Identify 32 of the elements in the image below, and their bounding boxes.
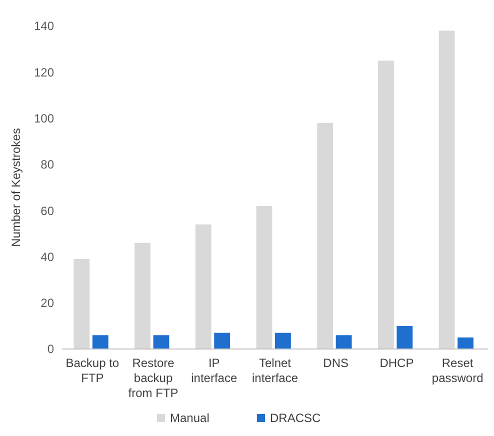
x-tick-label: IP interface (191, 356, 238, 385)
x-tick-label: Telnet interface (252, 356, 298, 385)
legend-label: DRACSC (270, 411, 322, 425)
bar (134, 242, 150, 349)
y-tick-label: 140 (34, 19, 54, 34)
bar (153, 335, 170, 349)
bar (396, 326, 413, 349)
bar (74, 259, 90, 349)
bar (214, 332, 230, 349)
y-axis-title: Number of Keystrokes (9, 128, 23, 247)
y-tick-label: 20 (40, 296, 54, 310)
bar (317, 122, 334, 349)
y-tick-label: 120 (34, 65, 54, 80)
x-tick-label: Restore backup from FTP (128, 356, 178, 400)
x-tick-label: Reset password (432, 356, 484, 385)
bar (92, 335, 108, 349)
y-tick-label: 80 (40, 158, 54, 172)
x-tick-label: DNS (323, 356, 349, 370)
bar (256, 206, 272, 349)
y-tick-label: 100 (34, 111, 54, 126)
bar (275, 332, 291, 349)
y-tick-label: 60 (40, 204, 54, 218)
bar (458, 337, 474, 349)
x-tick-label: DHCP (380, 356, 414, 370)
y-tick-label: 0 (47, 342, 54, 356)
bar (378, 60, 394, 349)
legend-label: Manual (170, 411, 210, 425)
bar (438, 30, 455, 349)
bar (336, 335, 352, 349)
bar (195, 224, 212, 349)
y-tick-label: 40 (40, 250, 54, 264)
x-tick-label: Backup to FTP (66, 356, 120, 385)
